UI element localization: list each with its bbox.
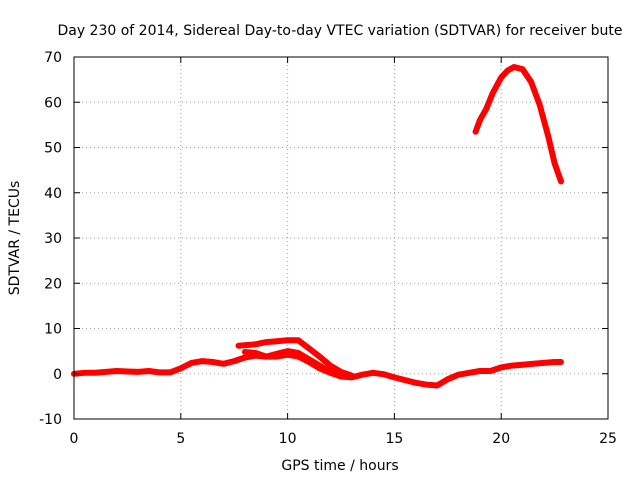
grid-lines: [74, 57, 608, 419]
series-line-peak: [472, 64, 564, 185]
data-series: [71, 64, 564, 389]
x-tick-label: 15: [385, 431, 403, 447]
y-axis-label: SDTVAR / TECUs: [7, 181, 23, 296]
y-tick-label: 60: [44, 95, 62, 111]
x-tick-label: 5: [176, 431, 185, 447]
y-tick-label: 30: [44, 231, 62, 247]
chart-title: Day 230 of 2014, Sidereal Day-to-day VTE…: [57, 23, 622, 39]
y-tick-label: 50: [44, 141, 62, 157]
x-tick-label: 0: [70, 431, 79, 447]
x-tick-label: 10: [279, 431, 297, 447]
axis-ticks: 0 5 10 15 20 25 -10 0 10 20 30 40 50 60 70: [39, 50, 617, 447]
x-tick-label: 25: [599, 431, 617, 447]
y-tick-label: 20: [44, 276, 62, 292]
y-tick-label: 10: [44, 322, 62, 338]
y-tick-label: 70: [44, 50, 62, 66]
series-line-middle-branch: [241, 348, 334, 375]
x-tick-label: 20: [492, 431, 510, 447]
y-tick-label: -10: [39, 412, 62, 428]
y-tick-label: 40: [44, 186, 62, 202]
y-tick-label: 0: [53, 367, 62, 383]
x-axis-label: GPS time / hours: [281, 458, 398, 474]
series-line-upper-branch: [235, 337, 355, 379]
